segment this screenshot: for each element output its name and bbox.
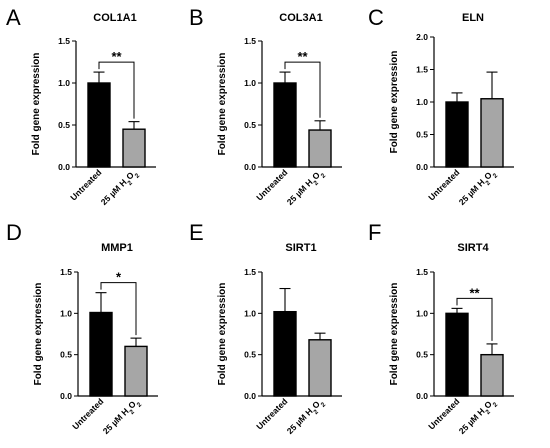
significance-label: ** [469, 285, 480, 300]
y-axis-label: Fold gene expression [217, 53, 228, 156]
y-tick-label: 1.5 [58, 36, 70, 46]
chart-panel-e: E SIRT1 Fold gene expression 0.0 0.5 1.0 1.5 Un… [189, 220, 342, 438]
bar-untreated [445, 312, 469, 397]
y-tick-label: 2.0 [416, 32, 428, 42]
y-tick-label: 1.0 [58, 78, 70, 88]
category-label: Untreated [426, 167, 461, 202]
bar-treated [124, 345, 148, 397]
chart-title: MMP1 [101, 242, 133, 254]
category-label: Untreated [426, 396, 461, 431]
significance-label: * [116, 270, 122, 285]
y-tick-label: 1.5 [416, 267, 428, 277]
category-label: 25 µM H2O2 [285, 167, 327, 209]
chart-title: ELN [462, 12, 484, 24]
significance-label: ** [297, 49, 308, 64]
y-tick-label: 1.5 [244, 36, 256, 46]
chart-panel-a: A COL1A1 Fold gene expression 0.0 0.5 1.0 1.5 U… [6, 5, 156, 209]
y-tick-label: 1.0 [416, 308, 428, 318]
category-label: Untreated [254, 396, 289, 431]
y-axis-label: Fold gene expression [31, 53, 42, 156]
panel-letter: A [6, 5, 21, 30]
y-axis-label: Fold gene expression [33, 283, 44, 386]
y-tick-label: 0.5 [58, 120, 70, 130]
panel-letter: C [368, 5, 384, 30]
bar-treated [308, 129, 332, 168]
significance-bracket [100, 282, 137, 336]
category-label: 25 µM H2O2 [101, 396, 143, 438]
category-label: 25 µM H2O2 [457, 396, 499, 438]
y-tick-label: 0.0 [244, 162, 256, 172]
y-tick-label: 0.5 [416, 130, 428, 140]
bar-treated [122, 128, 146, 168]
y-tick-label: 0.0 [58, 162, 70, 172]
y-tick-label: 0.5 [416, 350, 428, 360]
significance-label: ** [111, 49, 122, 64]
category-label: 25 µM H2O2 [99, 167, 141, 209]
bar-treated [308, 339, 332, 397]
significance-bracket [456, 297, 493, 341]
y-tick-label: 1.0 [244, 308, 256, 318]
category-label: Untreated [70, 396, 105, 431]
panel-letter: B [189, 5, 204, 30]
panel-letter: E [189, 220, 204, 245]
category-label: Untreated [254, 167, 289, 202]
y-tick-label: 0.5 [244, 350, 256, 360]
y-tick-label: 0.0 [60, 391, 72, 401]
panel-letter: F [368, 220, 381, 245]
y-tick-label: 1.0 [60, 308, 72, 318]
y-tick-label: 1.0 [416, 97, 428, 107]
y-axis-label: Fold gene expression [389, 51, 400, 154]
y-tick-label: 1.5 [244, 267, 256, 277]
chart-panel-d: D MMP1 Fold gene expression 0.0 0.5 1.0 1.5 Unt… [6, 220, 158, 438]
y-axis-label: Fold gene expression [389, 283, 400, 386]
y-tick-label: 0.0 [416, 391, 428, 401]
y-tick-label: 0.0 [244, 391, 256, 401]
y-tick-label: 1.5 [416, 65, 428, 75]
y-tick-label: 0.5 [244, 120, 256, 130]
chart-title: COL1A1 [93, 12, 136, 24]
panel-letter: D [6, 220, 22, 245]
chart-panel-c: C ELN Fold gene expression 0.0 0.5 1.0 1.5 2.0 U… [368, 5, 514, 209]
bar-untreated [89, 311, 113, 397]
significance-bracket [98, 61, 135, 119]
y-tick-label: 1.5 [60, 267, 72, 277]
category-label: Untreated [68, 167, 103, 202]
chart-panel-f: F SIRT4 Fold gene expression 0.0 0.5 1.0 1.5 Un… [368, 220, 514, 438]
bar-untreated [445, 101, 469, 168]
y-tick-label: 0.5 [60, 350, 72, 360]
chart-panel-b: B COL3A1 Fold gene expression 0.0 0.5 1.0 1.5 U… [189, 5, 342, 209]
chart-title: COL3A1 [279, 12, 322, 24]
bar-treated [480, 353, 504, 397]
category-label: 25 µM H2O2 [285, 396, 327, 438]
chart-title: SIRT4 [457, 242, 489, 254]
bar-untreated [273, 310, 297, 397]
category-label: 25 µM H2O2 [457, 167, 499, 209]
y-tick-label: 1.0 [244, 78, 256, 88]
y-tick-label: 0.0 [416, 162, 428, 172]
bar-untreated [87, 82, 111, 168]
significance-bracket [284, 61, 321, 118]
y-axis-label: Fold gene expression [217, 283, 228, 386]
bar-untreated [273, 82, 297, 168]
chart-title: SIRT1 [285, 242, 316, 254]
bar-treated [480, 98, 504, 168]
